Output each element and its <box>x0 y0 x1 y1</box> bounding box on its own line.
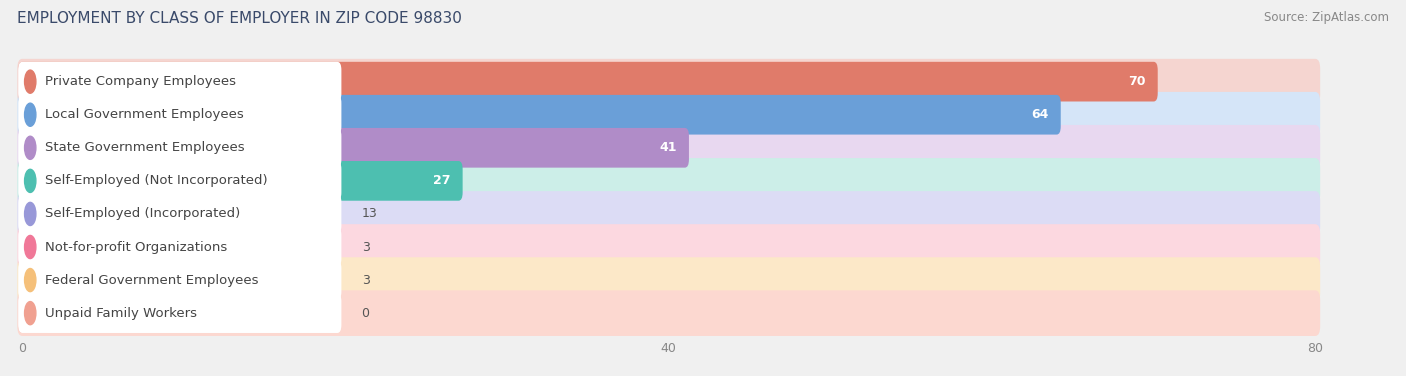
FancyBboxPatch shape <box>18 161 342 201</box>
Text: 0: 0 <box>361 307 370 320</box>
FancyBboxPatch shape <box>17 290 1320 336</box>
FancyBboxPatch shape <box>18 227 342 267</box>
FancyBboxPatch shape <box>18 128 342 168</box>
FancyBboxPatch shape <box>17 125 1320 171</box>
FancyBboxPatch shape <box>18 293 342 333</box>
Circle shape <box>24 302 37 325</box>
FancyBboxPatch shape <box>18 62 1157 102</box>
FancyBboxPatch shape <box>18 194 342 234</box>
Text: 27: 27 <box>433 174 450 187</box>
Circle shape <box>24 70 37 93</box>
FancyBboxPatch shape <box>17 191 1320 237</box>
FancyBboxPatch shape <box>17 224 1320 270</box>
FancyBboxPatch shape <box>18 227 75 267</box>
Circle shape <box>24 235 37 259</box>
Circle shape <box>24 169 37 193</box>
Text: Private Company Employees: Private Company Employees <box>45 75 236 88</box>
Text: 41: 41 <box>659 141 676 154</box>
Circle shape <box>24 136 37 159</box>
FancyBboxPatch shape <box>18 95 1060 135</box>
Circle shape <box>24 103 37 126</box>
Text: Unpaid Family Workers: Unpaid Family Workers <box>45 307 197 320</box>
FancyBboxPatch shape <box>17 59 1320 105</box>
FancyBboxPatch shape <box>18 194 236 234</box>
Text: EMPLOYMENT BY CLASS OF EMPLOYER IN ZIP CODE 98830: EMPLOYMENT BY CLASS OF EMPLOYER IN ZIP C… <box>17 11 461 26</box>
Text: 3: 3 <box>361 274 370 287</box>
FancyBboxPatch shape <box>17 92 1320 138</box>
Text: 13: 13 <box>361 208 377 220</box>
Circle shape <box>24 268 37 292</box>
Text: Self-Employed (Incorporated): Self-Employed (Incorporated) <box>45 208 240 220</box>
Text: Self-Employed (Not Incorporated): Self-Employed (Not Incorporated) <box>45 174 267 187</box>
FancyBboxPatch shape <box>18 128 689 168</box>
FancyBboxPatch shape <box>18 260 342 300</box>
FancyBboxPatch shape <box>18 95 342 135</box>
Text: 3: 3 <box>361 241 370 253</box>
FancyBboxPatch shape <box>18 62 342 102</box>
Text: Source: ZipAtlas.com: Source: ZipAtlas.com <box>1264 11 1389 24</box>
FancyBboxPatch shape <box>18 293 51 333</box>
FancyBboxPatch shape <box>18 260 75 300</box>
Text: Not-for-profit Organizations: Not-for-profit Organizations <box>45 241 226 253</box>
FancyBboxPatch shape <box>17 158 1320 204</box>
Circle shape <box>24 202 37 226</box>
FancyBboxPatch shape <box>17 257 1320 303</box>
Text: Federal Government Employees: Federal Government Employees <box>45 274 259 287</box>
Text: Local Government Employees: Local Government Employees <box>45 108 243 121</box>
Text: 70: 70 <box>1128 75 1146 88</box>
FancyBboxPatch shape <box>18 161 463 201</box>
Text: State Government Employees: State Government Employees <box>45 141 245 154</box>
Text: 64: 64 <box>1031 108 1049 121</box>
